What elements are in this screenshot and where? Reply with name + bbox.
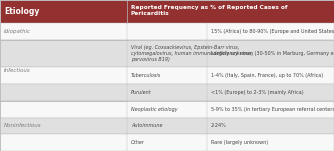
Text: Neoplastic etiology: Neoplastic etiology bbox=[131, 107, 178, 112]
Bar bbox=[0, 84, 334, 101]
Text: Purulent: Purulent bbox=[131, 90, 152, 95]
Bar bbox=[0, 101, 334, 117]
Text: Noninfectious: Noninfectious bbox=[4, 123, 42, 128]
Text: Idiopathic: Idiopathic bbox=[4, 29, 31, 34]
Text: 1-4% (Italy, Spain, France), up to 70% (Africa): 1-4% (Italy, Spain, France), up to 70% (… bbox=[211, 73, 323, 78]
Text: Rare (largely unknown): Rare (largely unknown) bbox=[211, 140, 268, 145]
Text: Largely unknown (30-50% in Marburg, Germany experience): Largely unknown (30-50% in Marburg, Germ… bbox=[211, 51, 334, 56]
Text: 2-24%: 2-24% bbox=[211, 123, 227, 128]
Text: Etiology: Etiology bbox=[4, 7, 39, 16]
Bar bbox=[0, 117, 334, 134]
Bar bbox=[0, 40, 334, 67]
Bar bbox=[0, 134, 334, 151]
Text: Autoimmune: Autoimmune bbox=[131, 123, 162, 128]
Bar bbox=[0, 67, 334, 84]
Text: 15% (Africa) to 80-90% (Europe and United States): 15% (Africa) to 80-90% (Europe and Unite… bbox=[211, 29, 334, 34]
Text: Other: Other bbox=[131, 140, 145, 145]
Text: <1% (Europe) to 2-3% (mainly Africa): <1% (Europe) to 2-3% (mainly Africa) bbox=[211, 90, 304, 95]
Text: Viral (eg. Coxsackievirus, Epstein-Barr virus,
cytomegalovirus, human immunodefi: Viral (eg. Coxsackievirus, Epstein-Barr … bbox=[131, 45, 253, 62]
Text: Reported Frequency as % of Reported Cases of
Pericarditis: Reported Frequency as % of Reported Case… bbox=[131, 5, 288, 16]
Bar bbox=[0, 23, 334, 40]
Text: 5-9% to 35% (in tertiary European referral centers): 5-9% to 35% (in tertiary European referr… bbox=[211, 107, 334, 112]
Text: Infectious: Infectious bbox=[4, 68, 31, 73]
Text: Tuberculosis: Tuberculosis bbox=[131, 73, 161, 78]
Bar bbox=[0, 0, 334, 23]
